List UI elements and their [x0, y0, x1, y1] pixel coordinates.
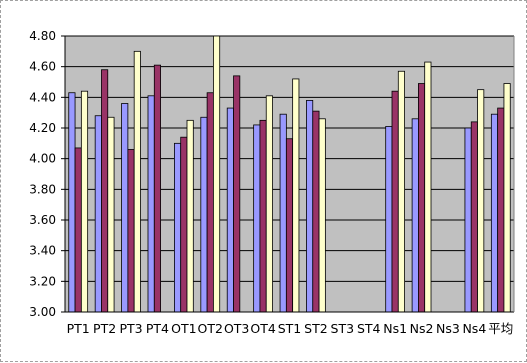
bar	[418, 83, 426, 313]
bar	[206, 92, 214, 313]
bar	[397, 70, 405, 313]
bar	[253, 124, 261, 313]
x-tick-label: OT2	[198, 321, 223, 336]
bar	[186, 119, 194, 313]
bar	[385, 126, 393, 313]
bar	[312, 110, 320, 313]
y-tick-label: 4.40	[29, 90, 56, 104]
bar	[74, 147, 82, 313]
y-tick-label: 3.00	[29, 305, 56, 319]
x-tick-label: ST2	[304, 321, 328, 336]
x-tick-label: PT2	[93, 321, 116, 336]
x-tick-label: OT3	[224, 321, 249, 336]
x-tick-labels: PT1 PT2 PT3 PT4 OT1 OT2 OT3 OT4 ST1 ST2 ST3 ST4 Ns1 N…	[67, 321, 514, 336]
x-tick-label: Ns2	[410, 321, 434, 336]
x-tick-label: PT1	[67, 321, 90, 336]
y-tick-label: 3.60	[29, 213, 56, 227]
y-tick-label: 3.80	[29, 182, 56, 196]
x-tick-label: ST3	[331, 321, 355, 336]
x-tick-label: PT3	[119, 321, 142, 336]
bar	[127, 149, 135, 313]
bar	[107, 116, 115, 313]
bar	[292, 78, 300, 313]
bar	[101, 69, 109, 313]
bar	[94, 115, 102, 313]
bar	[306, 100, 314, 313]
y-tick-labels: 3.00 3.20 3.40 3.60 3.80 4.00 4.20 4.40 4.60 4.80	[29, 29, 56, 319]
x-tick-label: OT1	[171, 321, 196, 336]
bar	[121, 103, 129, 313]
x-tick-label: Ns3	[436, 321, 460, 336]
axes	[61, 35, 515, 313]
bar	[391, 90, 399, 313]
x-tick-label: OT4	[250, 321, 275, 336]
bar	[200, 116, 208, 313]
bar	[233, 75, 241, 313]
bar	[464, 127, 472, 313]
bar	[180, 136, 188, 313]
bar	[68, 92, 76, 313]
bar	[318, 118, 326, 313]
bar	[470, 121, 478, 313]
bars	[68, 35, 511, 313]
y-tick-label: 3.20	[29, 274, 56, 288]
y-tick-label: 4.60	[29, 60, 56, 74]
bar	[424, 61, 432, 313]
bar	[213, 35, 221, 313]
y-tick-label: 4.00	[29, 152, 56, 166]
x-tick-label: Ns4	[462, 321, 486, 336]
bar	[147, 95, 155, 313]
bar	[411, 118, 419, 313]
x-tick-label: Ns1	[383, 321, 407, 336]
bar	[153, 64, 161, 313]
bar	[265, 95, 273, 313]
bar	[80, 90, 89, 313]
y-tick-label: 3.40	[29, 244, 56, 258]
bar	[490, 113, 499, 313]
bar	[226, 107, 234, 313]
bar	[133, 50, 141, 313]
x-tick-label: ST4	[357, 321, 381, 336]
x-tick-label: 平均	[488, 321, 513, 336]
bar	[259, 119, 267, 313]
bar	[497, 107, 505, 313]
x-tick-label: ST1	[278, 321, 302, 336]
x-tick-label: PT4	[146, 321, 169, 336]
bar	[279, 113, 287, 313]
bar	[285, 138, 294, 313]
y-tick-label: 4.20	[29, 121, 56, 135]
bar	[477, 89, 485, 313]
bar	[503, 83, 511, 313]
bar	[174, 142, 182, 313]
y-tick-label: 4.80	[29, 29, 56, 43]
